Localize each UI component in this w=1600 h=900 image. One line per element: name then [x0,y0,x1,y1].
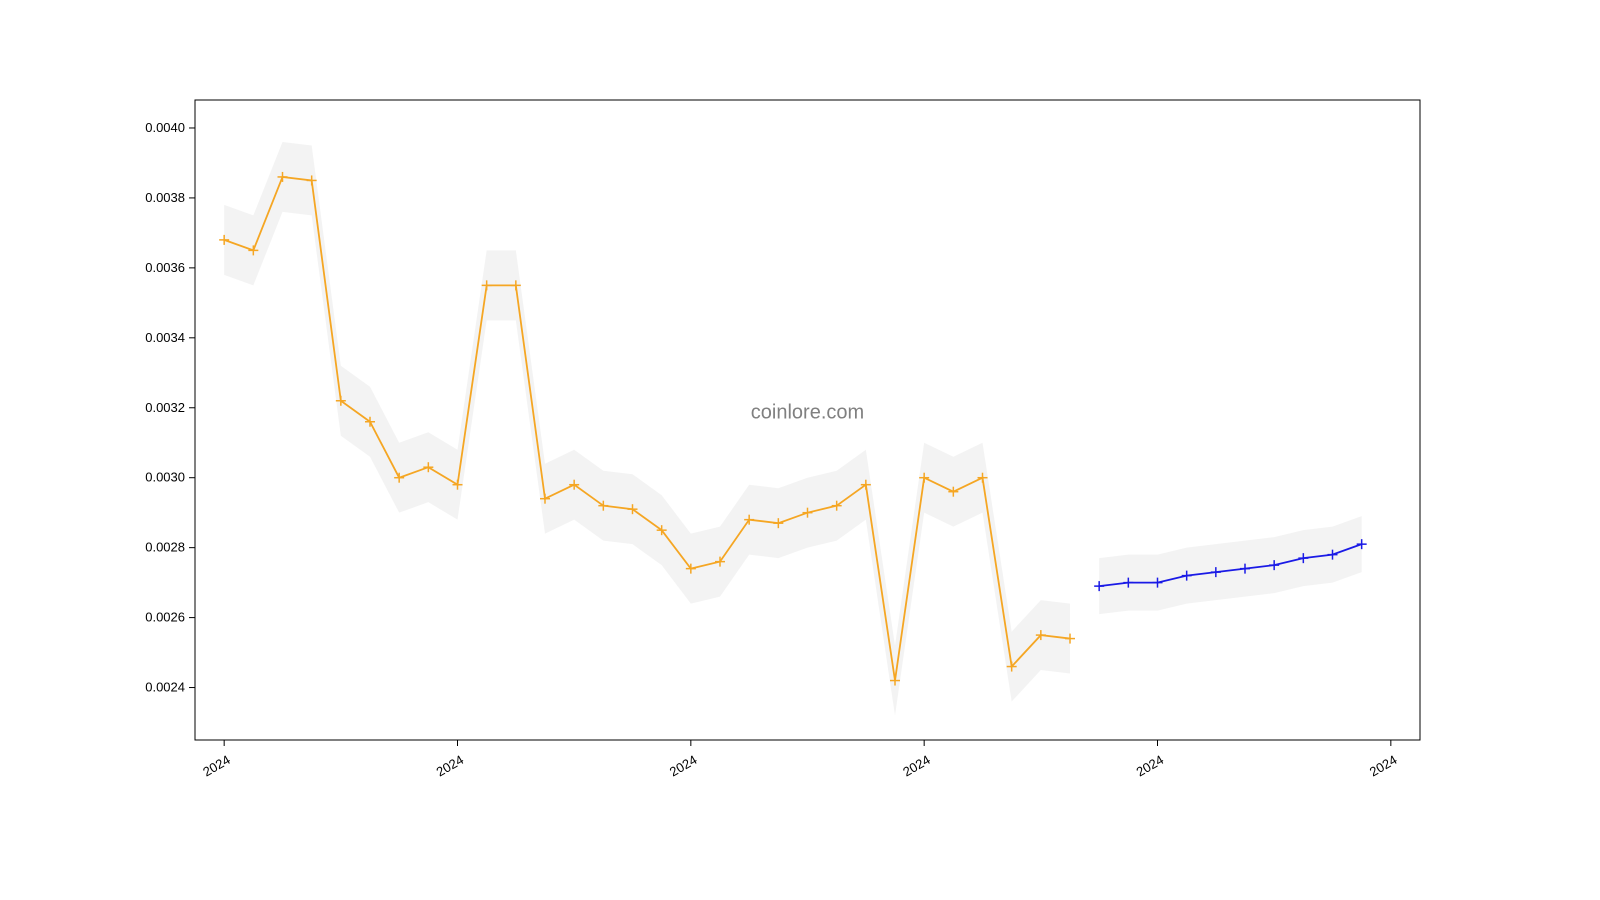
y-tick-label: 0.0036 [145,260,185,275]
watermark-text: coinlore.com [751,401,864,423]
x-tick-label: 2024 [900,752,933,779]
y-tick-label: 0.0040 [145,120,185,135]
y-tick-label: 0.0038 [145,190,185,205]
x-tick-label: 2024 [434,752,467,779]
y-tick-label: 0.0024 [145,680,185,695]
y-tick-label: 0.0034 [145,330,185,345]
x-tick-label: 2024 [1367,752,1400,779]
y-tick-label: 0.0032 [145,400,185,415]
y-tick-label: 0.0028 [145,540,185,555]
chart-container: 0.0024 0.0026 0.0028 0.0030 0.0032 0.0034 0.00… [0,0,1600,900]
x-tick-label: 2024 [200,752,233,779]
price-line-chart: 0.0024 0.0026 0.0028 0.0030 0.0032 0.0034 0.00… [0,0,1600,900]
x-tick-label: 2024 [1134,752,1167,779]
y-tick-label: 0.0026 [145,610,185,625]
y-tick-label: 0.0030 [145,470,185,485]
x-tick-label: 2024 [667,752,700,779]
historical-confidence-band [224,142,1070,716]
forecast-confidence-band [1099,516,1362,614]
